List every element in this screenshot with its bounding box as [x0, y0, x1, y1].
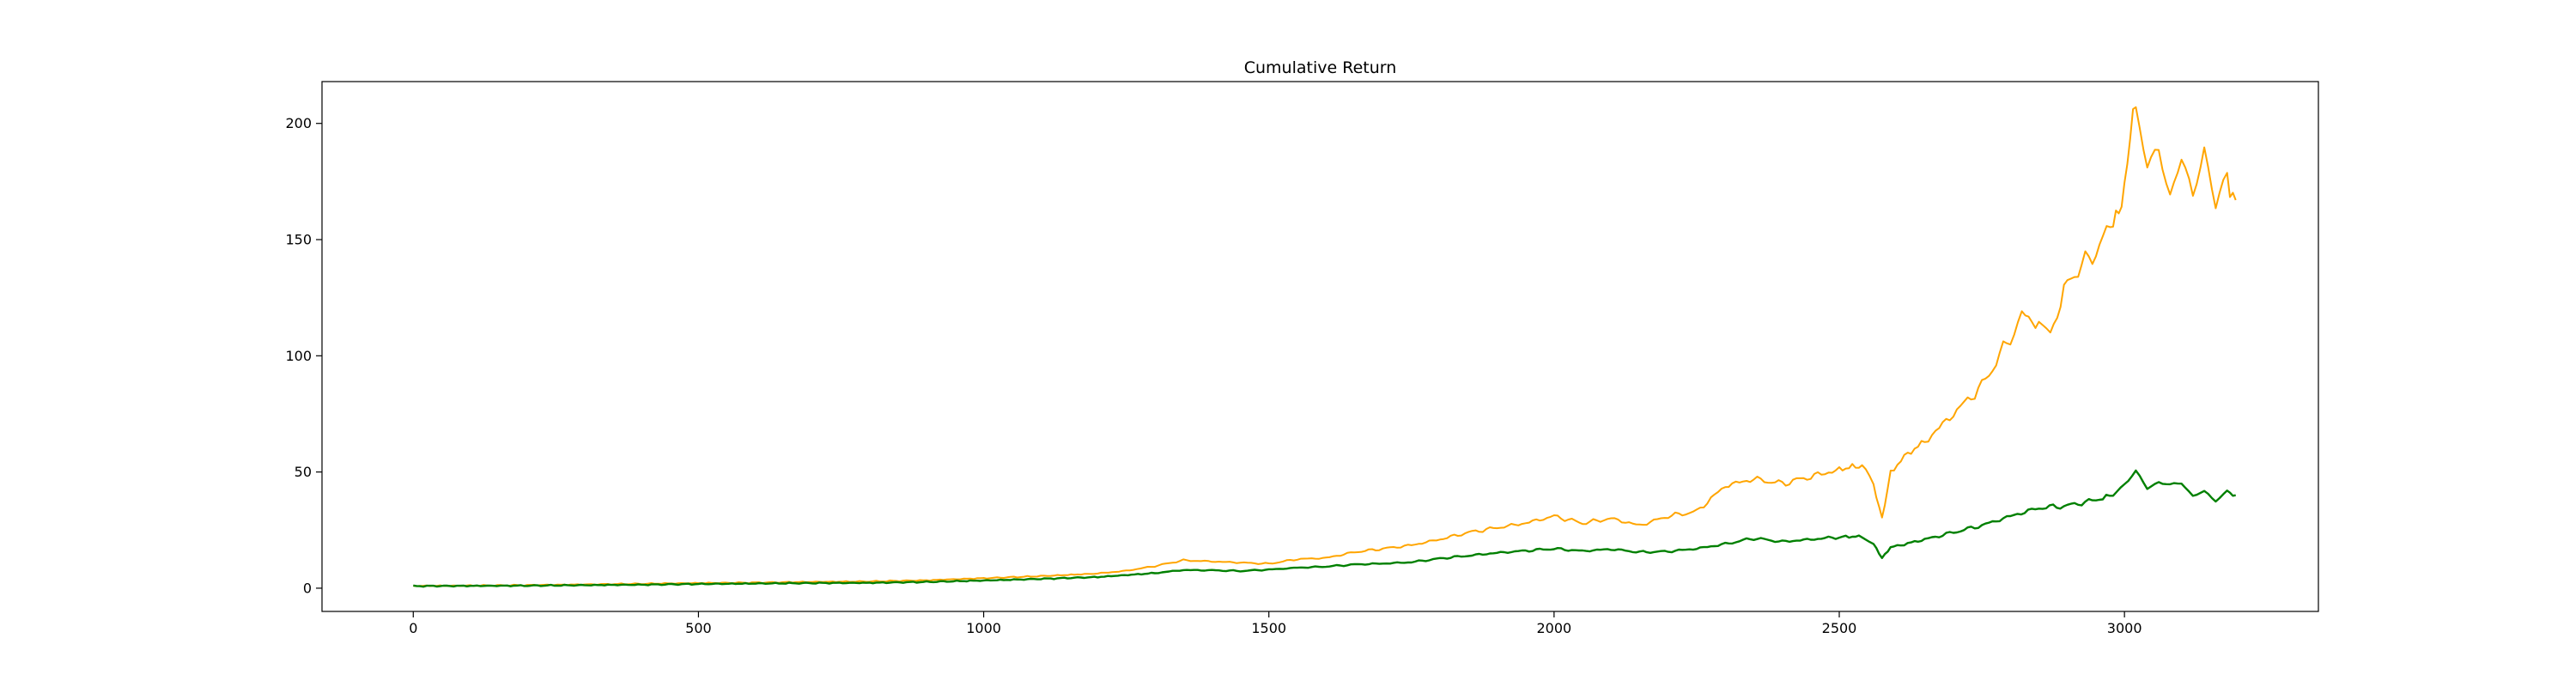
- x-tick-label: 500: [685, 620, 712, 636]
- x-tick-label: 1000: [966, 620, 1001, 636]
- x-axis: 0 500 1000 1500 2000 2500 3000: [409, 611, 2142, 636]
- x-tick-label: 0: [409, 620, 417, 636]
- series-layer: [413, 106, 2237, 588]
- y-tick-label: 100: [285, 348, 312, 364]
- x-tick-label: 2000: [1536, 620, 1571, 636]
- y-tick-label: 0: [303, 580, 312, 596]
- series-line-2: [413, 469, 2236, 588]
- x-tick-label: 3000: [2107, 620, 2142, 636]
- y-tick-label: 50: [295, 464, 312, 480]
- x-tick-label: 2500: [1822, 620, 1857, 636]
- y-tick-label: 200: [285, 115, 312, 131]
- series-line-1: [413, 106, 2237, 587]
- plot-area-frame: [321, 81, 2319, 612]
- y-tick-label: 150: [285, 232, 312, 248]
- y-axis: 0 50 100 150 200: [285, 115, 322, 596]
- x-tick-label: 1500: [1251, 620, 1286, 636]
- chart-title: Cumulative Return: [1244, 58, 1397, 77]
